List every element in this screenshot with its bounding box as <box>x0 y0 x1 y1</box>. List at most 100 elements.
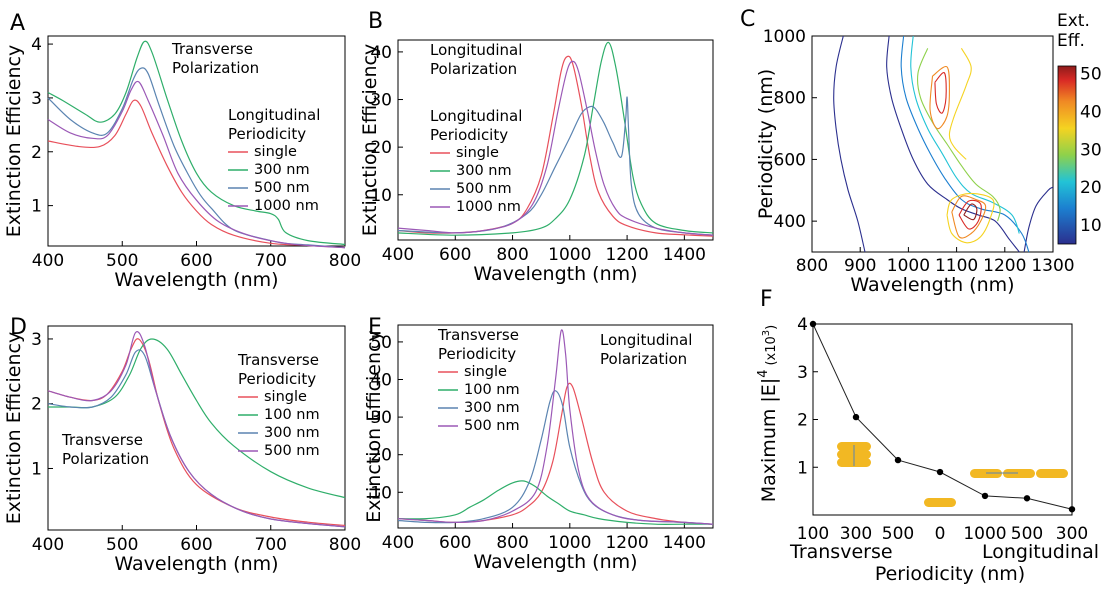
legend-title: Transverse <box>237 351 319 369</box>
contour-line <box>929 65 950 130</box>
polarization-annotation: Polarization <box>62 450 149 468</box>
x-tick-label: 800 <box>496 245 528 265</box>
y-tick-label: 30 <box>370 91 392 111</box>
legend-entry: 500 nm <box>254 180 310 196</box>
data-point <box>894 456 902 464</box>
legend-entry: single <box>464 364 507 380</box>
polarization-annotation: Longitudinal <box>600 331 692 349</box>
legend-entry: 500 nm <box>456 181 512 197</box>
series-line-500-nm <box>47 67 346 249</box>
y-axis-label: Extinction Efficiency <box>3 45 25 237</box>
plot-frame <box>812 323 1073 516</box>
y-tick-label: 600 <box>774 150 806 170</box>
contour-line <box>900 35 1030 253</box>
x-tick-label: 500 <box>882 524 914 544</box>
y-tick-label: 3 <box>797 363 808 383</box>
data-point <box>809 320 817 328</box>
y-tick-label: 4 <box>797 315 808 335</box>
legend-title: Longitudinal <box>228 106 320 124</box>
series-line-500-nm <box>47 331 346 528</box>
series-line-1000-nm <box>47 80 346 249</box>
panel-letter-d: D <box>10 315 27 340</box>
legend-entry: 1000 nm <box>456 199 521 215</box>
x-axis-label: Wavelength (nm) <box>473 551 637 573</box>
contour-line <box>951 195 987 239</box>
polarization-annotation: Polarization <box>600 350 687 368</box>
y-axis-label: Extinction Efficiency <box>3 332 25 524</box>
y-axis-label: Extinction Efficiency <box>359 44 381 236</box>
x-tick-label: 1200 <box>605 533 648 553</box>
y-axis-label: Maximum |E|4(x103) <box>756 325 780 503</box>
enhancement-line <box>812 323 1073 510</box>
x-tick-label: 1400 <box>663 245 706 265</box>
x-tick-label: 1000 <box>963 524 1006 544</box>
colorbar-title: Ext. <box>1057 11 1090 31</box>
y-tick-label: 1 <box>797 458 808 478</box>
panel-letter-b: B <box>368 9 383 34</box>
contour-line <box>886 35 1020 253</box>
polarization-annotation: Longitudinal <box>430 41 522 59</box>
contour-line <box>910 35 1020 234</box>
colorbar-tick-label: 10 <box>1080 216 1102 236</box>
colorbar-tick-label: 40 <box>1080 102 1102 122</box>
data-point <box>981 492 989 500</box>
x-tick-label: 400 <box>32 251 64 271</box>
y-tick-label: 50 <box>370 333 392 353</box>
series-line-500-nm <box>397 96 714 236</box>
y-tick-label: 40 <box>370 43 392 63</box>
x-tick-label: 600 <box>439 533 471 553</box>
series-line-100-nm <box>397 480 713 525</box>
polarization-annotation: Polarization <box>430 60 517 78</box>
legend-title: Periodicity <box>438 345 516 363</box>
colorbar-title: Eff. <box>1057 31 1085 51</box>
x-axis-label: Wavelength (nm) <box>850 274 1014 296</box>
longitudinal-rods-illustration <box>970 469 1068 478</box>
y-tick-label: 3 <box>31 89 42 109</box>
series-line-single <box>397 382 714 525</box>
y-tick-label: 4 <box>31 35 42 55</box>
legend-entry: 100 nm <box>264 407 320 423</box>
chart-panel-e: 400 600 800 1000 1200 1400 10 20 30 40 50 Wavelengt… <box>363 324 714 573</box>
contour-line <box>963 203 978 221</box>
series-line-single <box>47 99 346 249</box>
x-tick-label: 400 <box>32 535 64 555</box>
single-rod-illustration <box>924 498 956 507</box>
series-line-300-nm <box>397 41 714 236</box>
x-group-label-transverse: Transverse <box>789 541 893 563</box>
data-point <box>936 468 944 476</box>
series-line-1000-nm <box>397 60 714 236</box>
x-tick-label: 700 <box>255 251 287 271</box>
legend-title: Transverse <box>437 326 519 344</box>
polarization-annotation: Transverse <box>171 40 253 58</box>
series-line-single <box>397 55 714 237</box>
x-axis-label: Wavelength (nm) <box>114 269 278 291</box>
x-tick-label: 500 <box>1011 524 1043 544</box>
x-tick-label: 0 <box>935 524 946 544</box>
y-tick-label: 10 <box>370 186 392 206</box>
series-line-300-nm <box>397 390 714 525</box>
y-tick-label: 20 <box>370 138 392 158</box>
legend-entry: 300 nm <box>456 163 512 179</box>
legend-entry: single <box>456 145 499 161</box>
chart-panel-c: 800 900 1000 1100 1200 13004006008001000Wavel… <box>755 11 1102 296</box>
legend-entry: 300 nm <box>264 425 320 441</box>
contour-line <box>934 72 947 114</box>
x-tick-label: 1000 <box>887 256 930 276</box>
legend-entry: single <box>254 144 297 160</box>
colorbar-tick-label: 50 <box>1080 65 1102 85</box>
polarization-annotation: Transverse <box>61 431 143 449</box>
x-tick-label: 900 <box>844 256 876 276</box>
y-tick-label: 800 <box>774 89 806 109</box>
series-line-300-nm <box>47 40 346 245</box>
y-axis-label: Periodicity (nm) <box>755 69 777 219</box>
contour-line <box>916 48 1001 222</box>
chart-panel-b: 400 600 800 1000 1200 1400 10 20 30 40 Wavelength … <box>359 39 714 285</box>
panel-letter-f: F <box>760 287 773 312</box>
x-tick-label: 1100 <box>935 256 978 276</box>
y-tick-label: 2 <box>797 411 808 431</box>
x-tick-label: 1200 <box>983 256 1026 276</box>
data-point <box>1068 506 1076 513</box>
y-tick-label: 2 <box>31 395 42 415</box>
panel-letter-c: C <box>740 7 755 32</box>
